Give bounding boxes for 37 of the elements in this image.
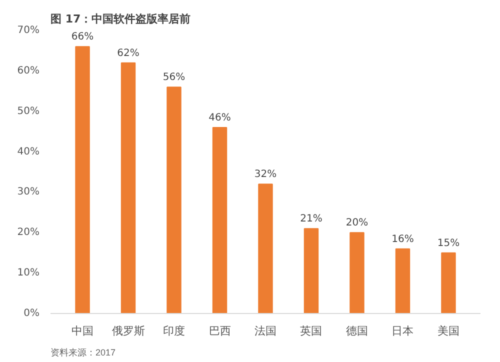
text: 资料来源：2017 — [50, 348, 116, 358]
data-label: 62% — [117, 48, 140, 59]
bar — [258, 184, 273, 314]
bar — [350, 232, 364, 314]
bar — [120, 62, 136, 314]
data-label: 56% — [162, 72, 186, 84]
chart-title: 图 17：中国软件盗版率居前 — [50, 12, 191, 26]
y-tick-label: 10% — [17, 268, 40, 279]
x-tick-label: 英国 — [300, 324, 322, 338]
y-tick-label: 70% — [17, 25, 40, 36]
y-tick-label: 30% — [17, 186, 40, 198]
bar — [441, 252, 456, 314]
x-tick-label: 印度 — [163, 324, 186, 338]
x-tick-label: 俄罗斯 — [112, 324, 145, 338]
x-tick-label: 美国 — [437, 324, 460, 338]
y-tick-label: 40% — [17, 146, 40, 158]
x-tick-label: 法国 — [254, 324, 276, 338]
data-label: 15% — [437, 238, 460, 249]
data-label: 21% — [300, 214, 322, 225]
y-tick-label: 60% — [17, 65, 40, 76]
bar — [75, 46, 90, 314]
bar — [212, 127, 228, 314]
x-tick-label: 日本 — [392, 324, 414, 338]
data-label: 66% — [71, 32, 94, 43]
data-label: 20% — [346, 218, 368, 229]
data-label: 46% — [208, 112, 231, 124]
bar — [304, 228, 319, 314]
bar — [166, 86, 182, 314]
data-label: 32% — [254, 169, 277, 180]
y-tick-label: 20% — [17, 227, 40, 238]
bar — [395, 248, 410, 314]
x-tick-label: 中国 — [72, 324, 94, 338]
y-tick-label: 0% — [24, 308, 40, 319]
x-tick-label: 德国 — [346, 324, 368, 338]
data-label: 16% — [392, 234, 414, 245]
y-tick-label: 50% — [17, 106, 40, 117]
x-tick-label: 巴西 — [208, 324, 231, 338]
